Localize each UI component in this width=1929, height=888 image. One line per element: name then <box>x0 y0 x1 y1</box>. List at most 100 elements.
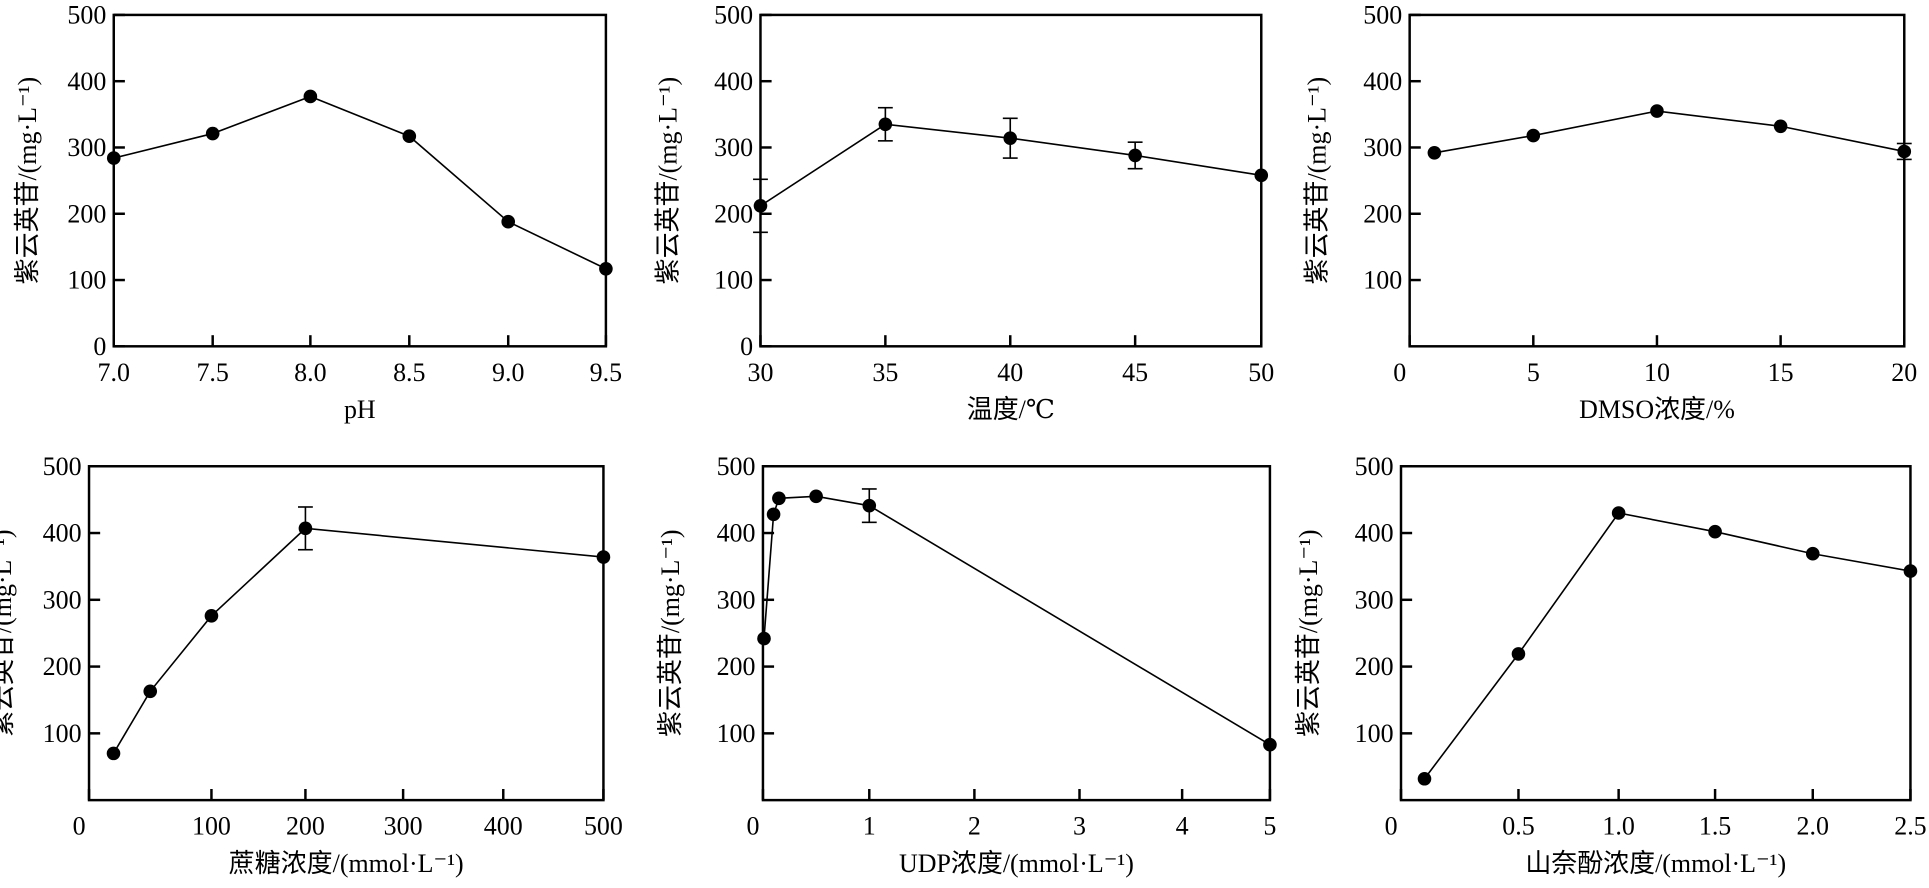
data-point <box>205 126 220 141</box>
x-tick-label: 10 <box>1644 358 1670 387</box>
y-tick-label: 200 <box>1363 199 1402 228</box>
data-point <box>298 521 313 536</box>
x-tick-label: 100 <box>192 812 231 841</box>
x-tick-label: 35 <box>872 358 898 387</box>
plot-frame <box>112 13 608 348</box>
x-tick-label: 5 <box>1263 812 1276 841</box>
x-tick-label: 9.5 <box>590 358 622 387</box>
x-axis-label: pH <box>344 395 376 424</box>
data-point <box>303 89 318 104</box>
chart-panel-6: 100 200 300 400 500 0 0.5 1.0 1.5 2.0 2.5 山奈酚浓度/(mm… <box>1294 452 1927 878</box>
y-tick-label: 100 <box>714 266 753 295</box>
x-axis-label: 山奈酚浓度/(mmol·L⁻¹) <box>1525 849 1786 878</box>
y-tick-label: 200 <box>717 652 756 681</box>
plot-frame <box>1399 465 1912 802</box>
data-point <box>599 261 613 276</box>
data-point <box>143 684 158 699</box>
plot-frame <box>761 465 1272 802</box>
plot-frame <box>759 13 1263 348</box>
x-tick-label: 0 <box>747 812 760 841</box>
y-tick-label: 100 <box>1363 266 1402 295</box>
data-point <box>1417 771 1432 786</box>
data-point <box>1903 564 1918 578</box>
chart-panel-2: 0 100 200 300 400 500 30 35 40 45 50 温度/℃ 紫云英苷/(mg·L… <box>653 1 1274 424</box>
chart-panel-1: 0 100 200 300 400 500 7.0 7.5 8.0 8.5 9.0 9.5 pH 紫云英苷… <box>13 1 622 424</box>
y-tick-label: 0 <box>740 332 753 361</box>
y-tick-label: 300 <box>1355 585 1394 614</box>
chart-panel-3: 100 200 300 400 500 0 5 10 15 20 DMSO浓度/% 紫云英苷/(mg·… <box>1303 1 1918 424</box>
x-tick-label: 50 <box>1248 358 1274 387</box>
y-tick-label: 300 <box>67 133 106 162</box>
data-point <box>501 214 516 229</box>
data-point <box>1427 145 1442 160</box>
x-tick-label: 0 <box>73 812 86 841</box>
y-tick-label: 300 <box>1363 133 1402 162</box>
y-tick-label: 100 <box>43 719 82 748</box>
data-point <box>753 199 768 213</box>
y-tick-label: 100 <box>717 719 756 748</box>
data-point <box>1254 168 1269 183</box>
data-point <box>1526 128 1541 143</box>
x-tick-label: 8.5 <box>393 358 425 387</box>
y-tick-label: 100 <box>1355 719 1394 748</box>
x-tick-label: 2.5 <box>1894 812 1926 841</box>
y-tick-label: 400 <box>1363 67 1402 96</box>
x-tick-label: 2.0 <box>1797 812 1829 841</box>
y-axis-label: 紫云英苷/(mg·L⁻¹) <box>653 77 682 284</box>
y-axis-label: 紫云英苷/(mg·L⁻¹) <box>13 77 42 284</box>
x-tick-label: 7.0 <box>98 358 130 387</box>
x-tick-label: 0.5 <box>1502 812 1534 841</box>
y-tick-label: 500 <box>43 452 82 481</box>
x-tick-label: 3 <box>1073 812 1086 841</box>
data-point <box>1897 144 1912 159</box>
x-tick-label: 15 <box>1768 358 1794 387</box>
y-axis-label: 紫云英苷/(mg·L⁻¹) <box>656 529 685 736</box>
x-tick-label: 500 <box>584 812 623 841</box>
y-axis-label: 紫云英苷/(mg·L⁻¹) <box>0 529 17 736</box>
data-point <box>1611 506 1626 520</box>
data-point <box>1773 119 1788 134</box>
y-tick-label: 500 <box>717 452 756 481</box>
y-tick-label: 300 <box>717 585 756 614</box>
data-line <box>113 95 607 270</box>
y-tick-label: 500 <box>1363 1 1402 30</box>
x-tick-label: 40 <box>997 358 1023 387</box>
data-point <box>402 129 417 144</box>
y-tick-label: 400 <box>714 67 753 96</box>
data-point <box>1003 131 1018 146</box>
x-tick-label: 1 <box>863 812 876 841</box>
x-tick-label: 30 <box>747 358 773 387</box>
data-line <box>763 495 1271 746</box>
data-point <box>1128 148 1142 163</box>
y-tick-label: 200 <box>1355 652 1394 681</box>
data-point <box>1263 737 1277 752</box>
x-tick-label: 8.0 <box>294 358 326 387</box>
chart-panel-5: 100 200 300 400 500 0 1 2 3 4 5 UDP浓度/(mmol·L⁻¹) 紫云英… <box>656 452 1277 878</box>
data-point <box>1650 104 1664 118</box>
x-tick-label: 300 <box>384 812 423 841</box>
x-tick-label: 0 <box>1385 812 1398 841</box>
data-point <box>757 631 771 646</box>
x-tick-label: 1.0 <box>1602 812 1634 841</box>
x-tick-label: 2 <box>968 812 981 841</box>
data-point <box>204 609 219 623</box>
y-tick-label: 100 <box>67 266 106 295</box>
x-tick-label: 1.5 <box>1699 812 1731 841</box>
x-tick-label: 9.0 <box>492 358 524 387</box>
x-axis-label: DMSO浓度/% <box>1579 395 1735 424</box>
y-tick-label: 0 <box>93 332 106 361</box>
data-point <box>106 151 121 165</box>
x-tick-label: 0 <box>1393 358 1406 387</box>
x-tick-label: 4 <box>1176 812 1189 841</box>
data-point <box>1511 647 1526 661</box>
data-point <box>106 746 121 761</box>
plot-frame <box>1408 13 1906 348</box>
y-tick-label: 500 <box>67 1 106 30</box>
y-tick-label: 400 <box>717 519 756 548</box>
x-axis-label: 蔗糖浓度/(mmol·L⁻¹) <box>229 849 464 878</box>
chart-panel-4: 100 200 300 400 500 0 100 200 300 400 500 蔗糖浓度/(mmo… <box>0 452 623 878</box>
y-tick-label: 300 <box>43 585 82 614</box>
data-line <box>1423 512 1911 780</box>
x-tick-label: 5 <box>1527 358 1540 387</box>
